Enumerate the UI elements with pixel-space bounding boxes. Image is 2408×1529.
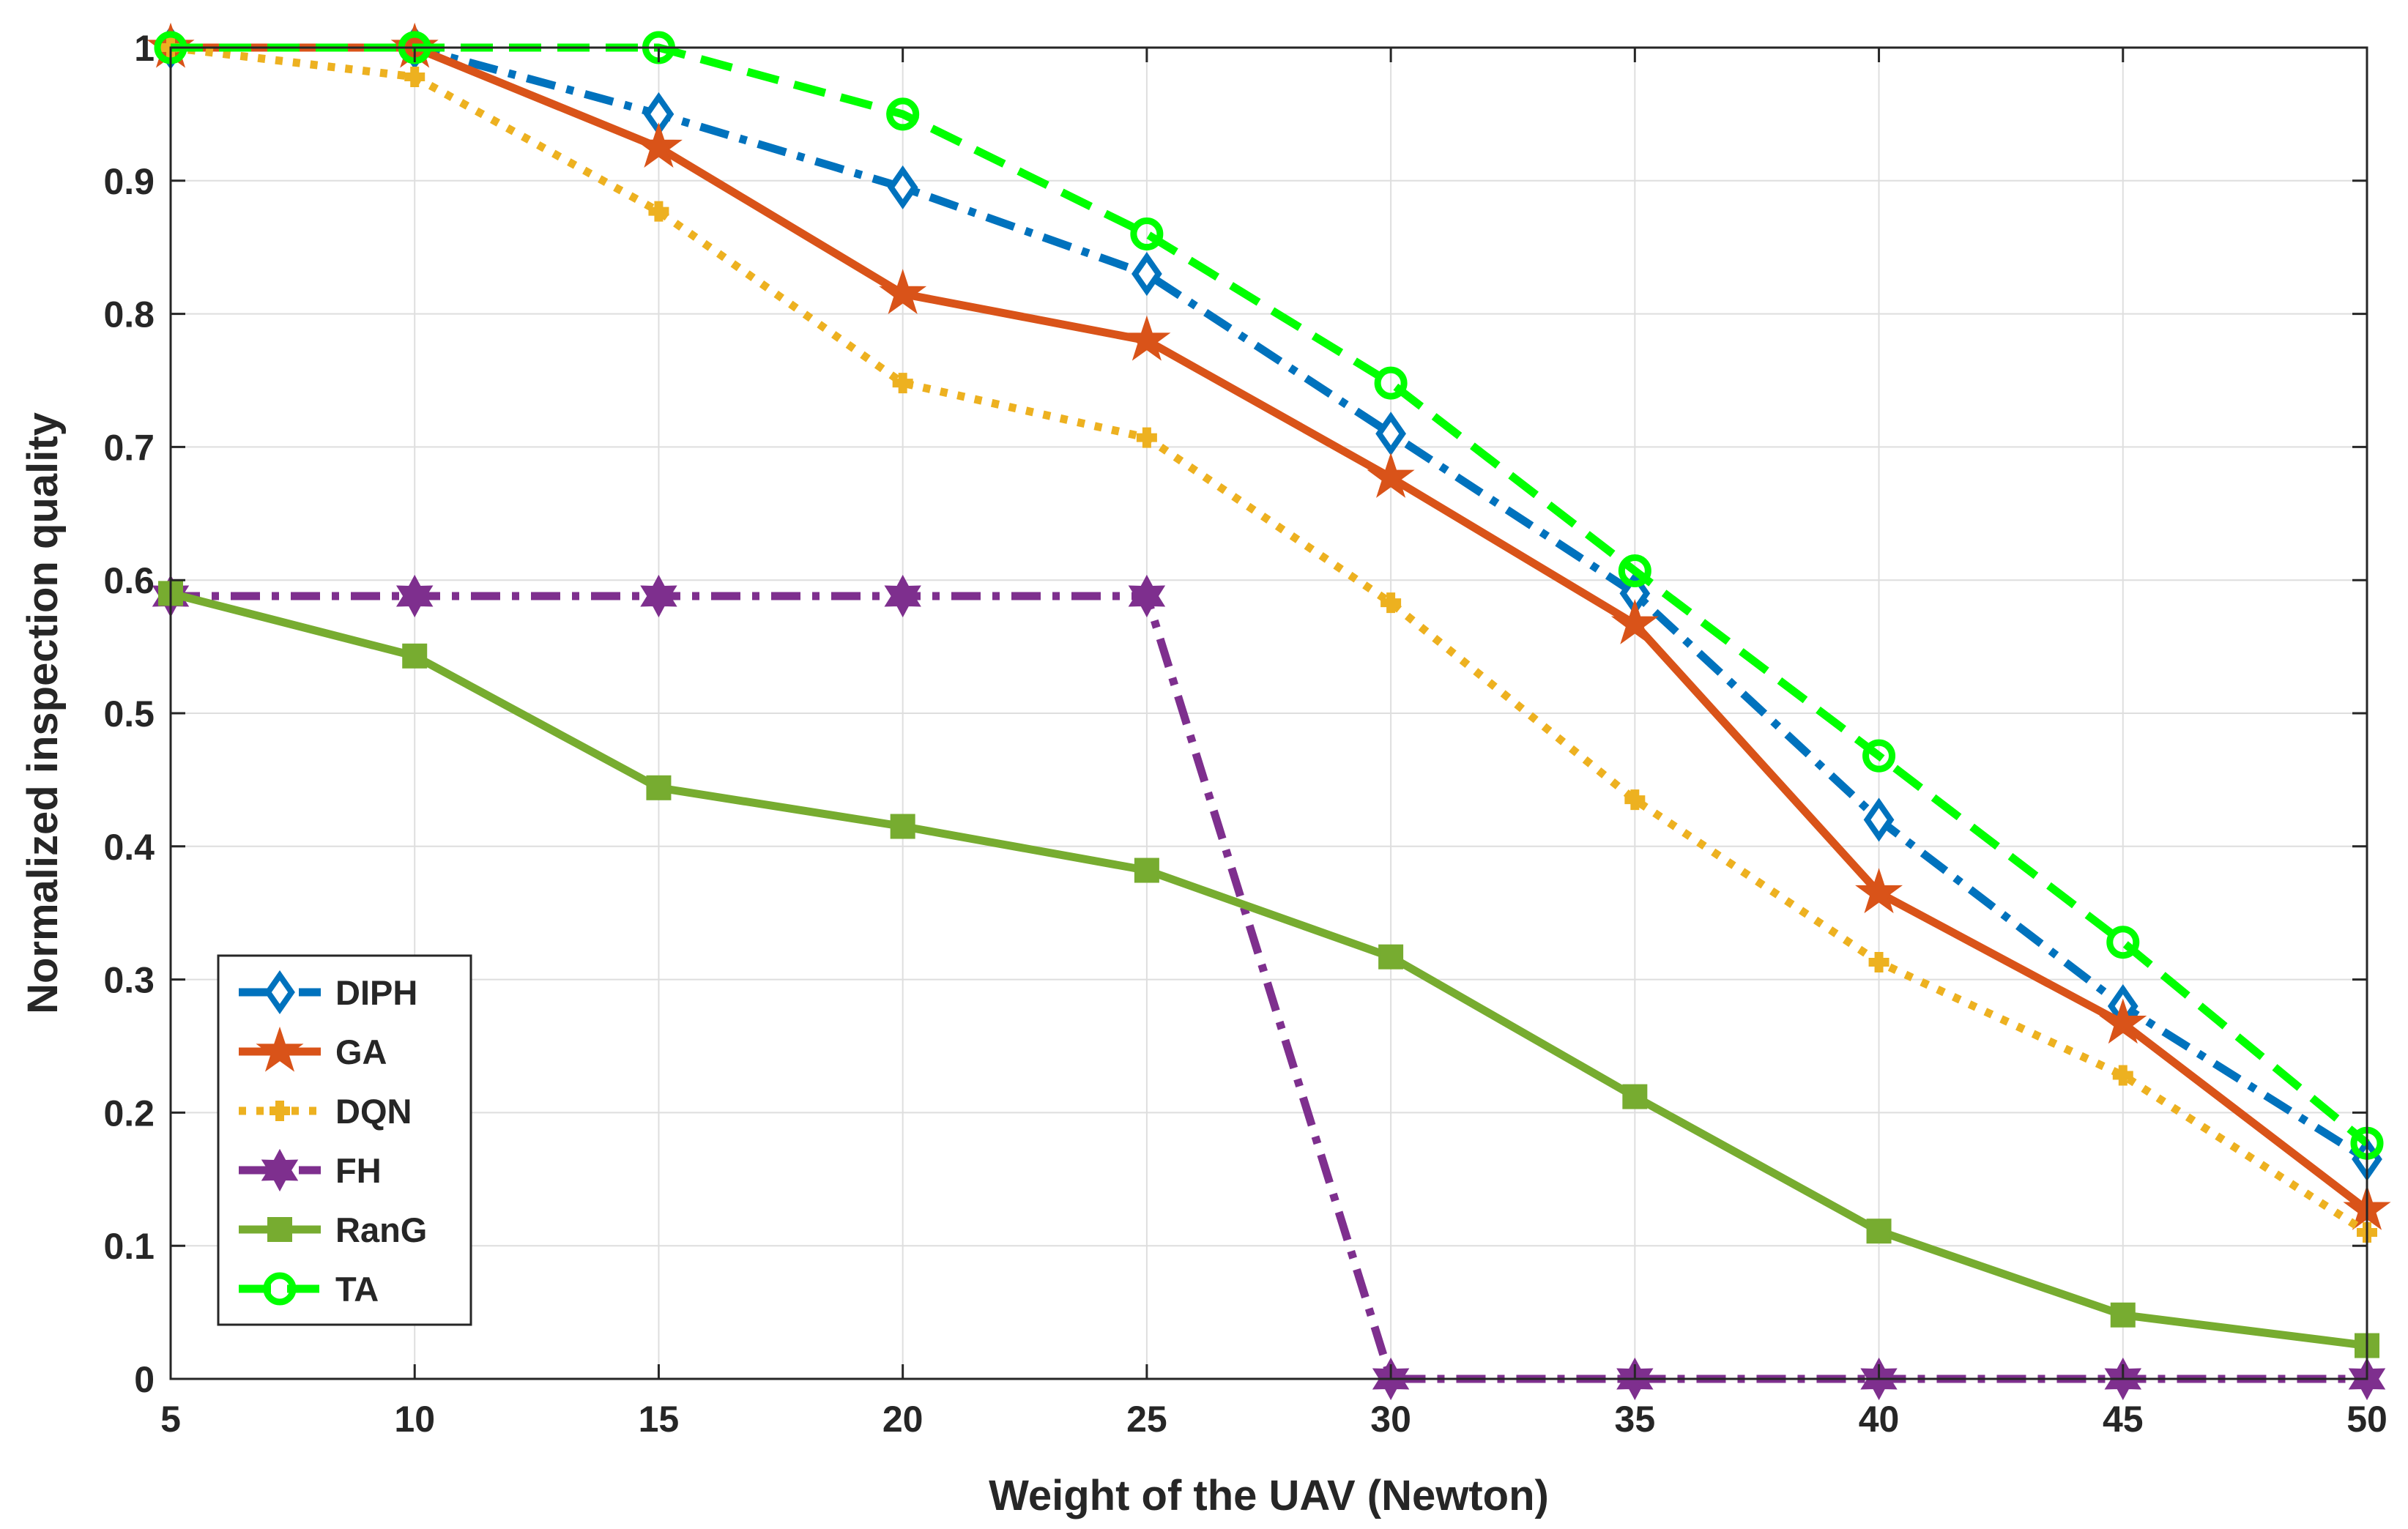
data-point-fh (1128, 574, 1166, 618)
data-point-ga (879, 269, 927, 314)
data-point-dqn (648, 201, 669, 222)
data-point-rang (890, 814, 915, 839)
data-point-dqn (892, 373, 913, 394)
x-tick-label: 35 (1615, 1399, 1656, 1440)
y-tick-label: 0 (134, 1359, 155, 1400)
data-point-dqn (1136, 427, 1157, 448)
data-point-ta (886, 97, 920, 131)
data-point-diph (887, 165, 918, 209)
data-point-dqn (1868, 951, 1889, 972)
legend-label: FH (335, 1151, 382, 1190)
data-point-rang (402, 643, 428, 669)
y-tick-label: 0.7 (103, 427, 155, 468)
legend-marker (261, 1148, 299, 1192)
y-tick-label: 0.8 (103, 294, 155, 335)
legend-item-rang: RanG (239, 1210, 427, 1249)
x-tick-label: 10 (394, 1399, 435, 1440)
x-tick-label: 20 (882, 1399, 924, 1440)
data-point-ta (2106, 926, 2140, 959)
x-tick-label: 50 (2346, 1399, 2387, 1440)
data-point-dqn (1624, 789, 1646, 811)
data-point-fh (884, 574, 921, 618)
legend-item-dqn: DQN (239, 1092, 412, 1131)
x-tick-label: 40 (1859, 1399, 1900, 1440)
legend-label: DQN (335, 1092, 412, 1131)
data-point-diph (1863, 797, 1895, 842)
legend-box (217, 954, 472, 1326)
y-tick-label: 0.6 (103, 560, 155, 601)
data-point-rang (1134, 857, 1159, 883)
legend-label: RanG (335, 1210, 427, 1249)
data-point-diph (1375, 412, 1406, 456)
ticks: 5 10 15 20 25 30 35 40 45 50 0 0.1 0.2 0.3 0.4 0.5 0.6 0.… (103, 28, 2387, 1440)
legend-marker (270, 1101, 290, 1121)
legend-item-fh: FH (239, 1148, 382, 1192)
legend-label: GA (335, 1033, 387, 1071)
x-tick-label: 25 (1126, 1399, 1167, 1440)
data-point-rang (1378, 944, 1404, 970)
data-point-ta (1862, 739, 1896, 773)
legend-marker (264, 970, 295, 1015)
data-point-ga (2099, 998, 2147, 1044)
legend-label: TA (335, 1270, 379, 1309)
data-point-ga (1367, 453, 1415, 498)
data-point-ga (1855, 868, 1903, 914)
series-line-ga (171, 43, 2370, 1213)
data-point-ga (1610, 599, 1659, 644)
legend-item-diph: DIPH (239, 970, 417, 1015)
data-point-ta (1130, 217, 1164, 251)
y-tick-label: 0.3 (103, 960, 155, 1001)
data-point-ga (1123, 315, 1171, 361)
data-point-dqn (404, 66, 426, 87)
data-point-dqn (2112, 1065, 2133, 1086)
data-point-fh (395, 574, 434, 618)
y-tick-label: 0.2 (103, 1093, 155, 1134)
legend: DIPH GA DQN FH RanG TA (217, 954, 472, 1326)
x-tick-label: 15 (639, 1399, 680, 1440)
legend-marker (267, 1217, 292, 1242)
y-tick-label: 1 (134, 28, 155, 69)
series-line-rang (169, 589, 2368, 1350)
legend-item-ta: TA (239, 1270, 379, 1309)
legend-item-ga: GA (239, 1026, 387, 1072)
y-tick-label: 0.9 (103, 161, 155, 202)
legend-marker (263, 1272, 297, 1306)
y-tick-label: 0.5 (103, 693, 155, 734)
x-tick-label: 30 (1370, 1399, 1411, 1440)
data-point-diph (1131, 252, 1162, 297)
data-point-dqn (1380, 592, 1402, 614)
data-point-ga (635, 122, 683, 168)
data-point-ta (1618, 554, 1651, 587)
x-tick-label: 45 (2103, 1399, 2144, 1440)
data-point-rang (646, 775, 672, 800)
x-tick-label: 5 (160, 1399, 181, 1440)
y-tick-label: 0.4 (103, 827, 155, 868)
data-point-rang (1622, 1084, 1648, 1109)
data-point-fh (640, 574, 677, 618)
y-axis-title: Normalized inspection quality (19, 412, 67, 1014)
data-point-ta (1374, 366, 1408, 400)
series-line-diph (171, 43, 2369, 1163)
data-point-rang (1866, 1219, 1892, 1244)
x-axis-title: Weight of the UAV (Newton) (989, 1472, 1549, 1519)
data-point-rang (2110, 1302, 2136, 1328)
legend-label: DIPH (335, 973, 417, 1012)
y-tick-label: 0.1 (103, 1226, 155, 1267)
legend-marker (256, 1026, 304, 1072)
